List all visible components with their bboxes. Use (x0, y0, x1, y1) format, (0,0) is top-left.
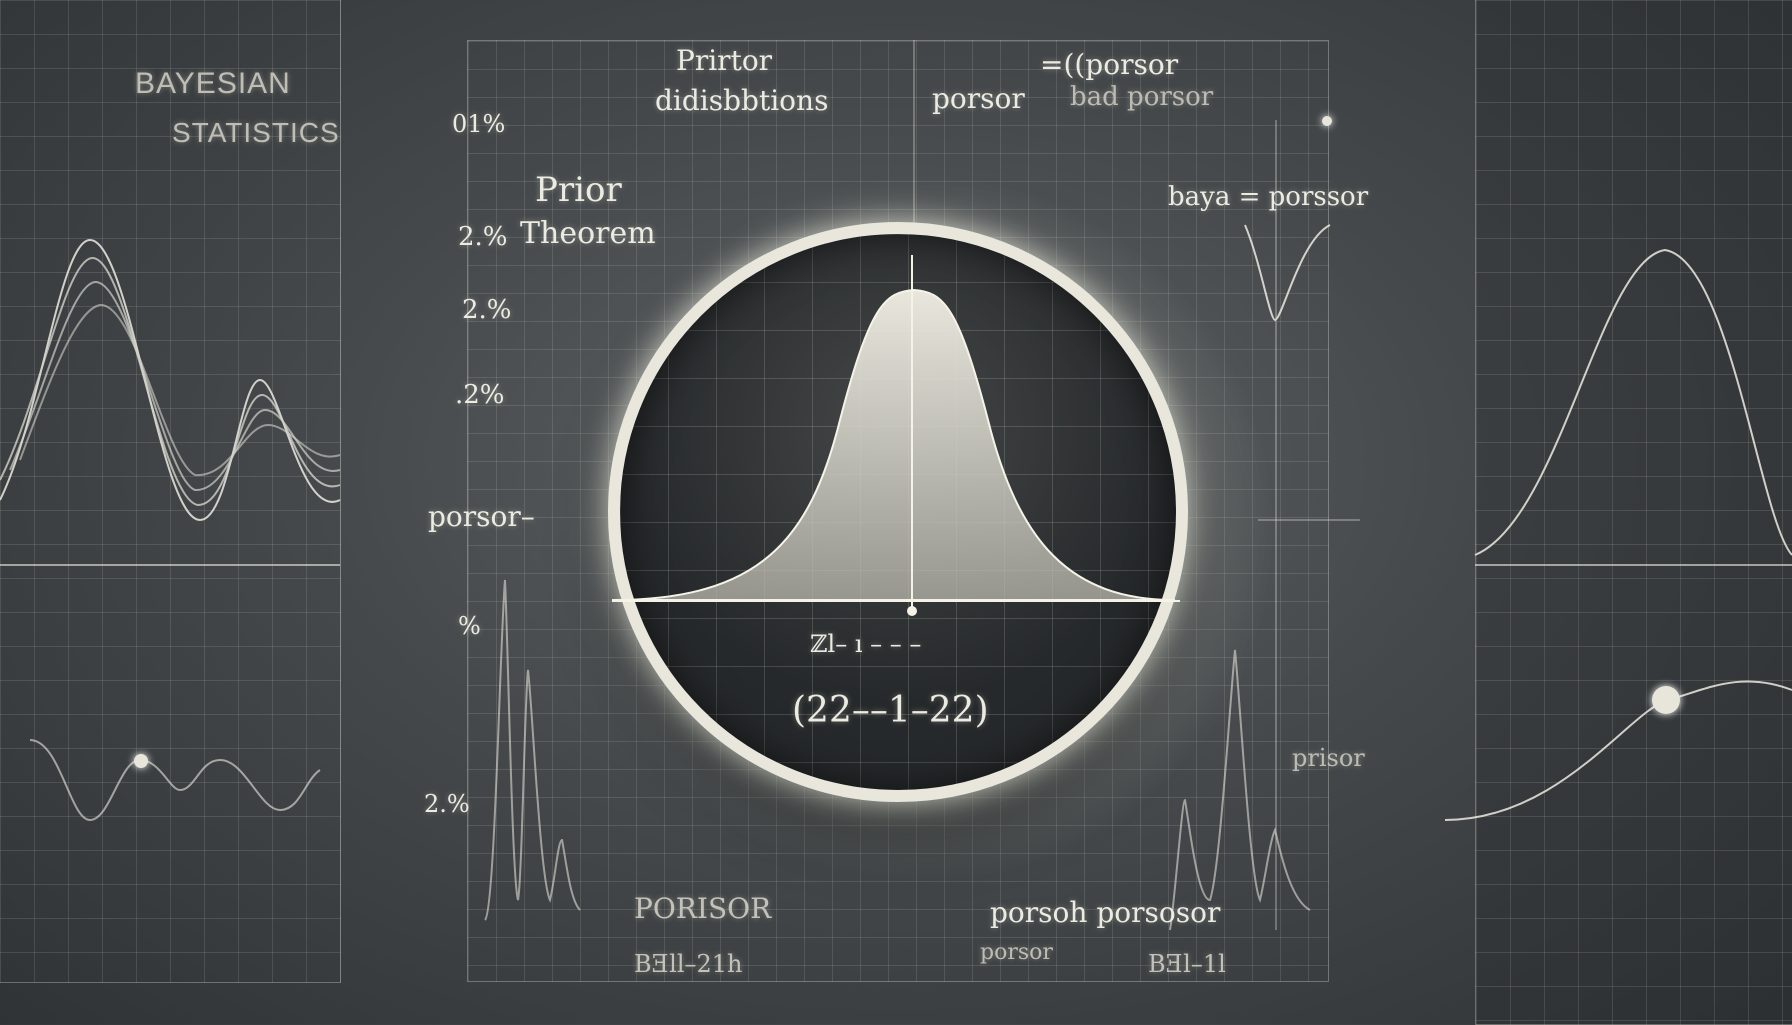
right-grid-panel (1475, 0, 1792, 1025)
title-bayesian: BAYESIAN (135, 67, 291, 100)
label-bayes: baya = porssor (1168, 182, 1369, 212)
label-bell-left: BƎll–21h (634, 950, 743, 978)
label-prior: Prirtor (676, 44, 773, 77)
label-bell-right: BƎl–1l (1148, 950, 1226, 978)
y-label-pct-e: 2.% (424, 790, 470, 818)
label-porisor: PORISOR (634, 892, 772, 925)
label-prior-heading: Prior (535, 170, 622, 210)
label-theorem: Theorem (520, 216, 656, 251)
y-label-pct-d: % (458, 612, 481, 640)
label-distributions: didisbbtions (655, 84, 829, 117)
left-grid-panel (0, 0, 341, 983)
marker-dot (1322, 116, 1332, 126)
y-label-pct-c: .2% (455, 380, 505, 410)
wave-point-dot (134, 754, 148, 768)
y-label-pct-b: 2.% (462, 295, 512, 325)
y-label-pct-a: 2.% (458, 222, 508, 252)
title-statistics: STATISTICS (172, 117, 340, 148)
formula-main: (22––1–22) (792, 690, 989, 731)
y-label-top: 01% (452, 110, 506, 138)
label-porsor-small: porsor (980, 940, 1053, 965)
label-porsor-bottom: porsoh porsosor (990, 896, 1221, 929)
label-bad-porsor: bad porsor (1070, 82, 1214, 112)
label-prisor: prisor (1292, 744, 1365, 772)
formula-top: ℤl– ı – – – (810, 630, 922, 658)
y-label-porsor: porsor– (428, 500, 535, 533)
curve-point-dot (1652, 686, 1680, 714)
label-porsor-top: =((porsor (1040, 48, 1179, 81)
label-porsor-mid: porsor (932, 82, 1025, 115)
